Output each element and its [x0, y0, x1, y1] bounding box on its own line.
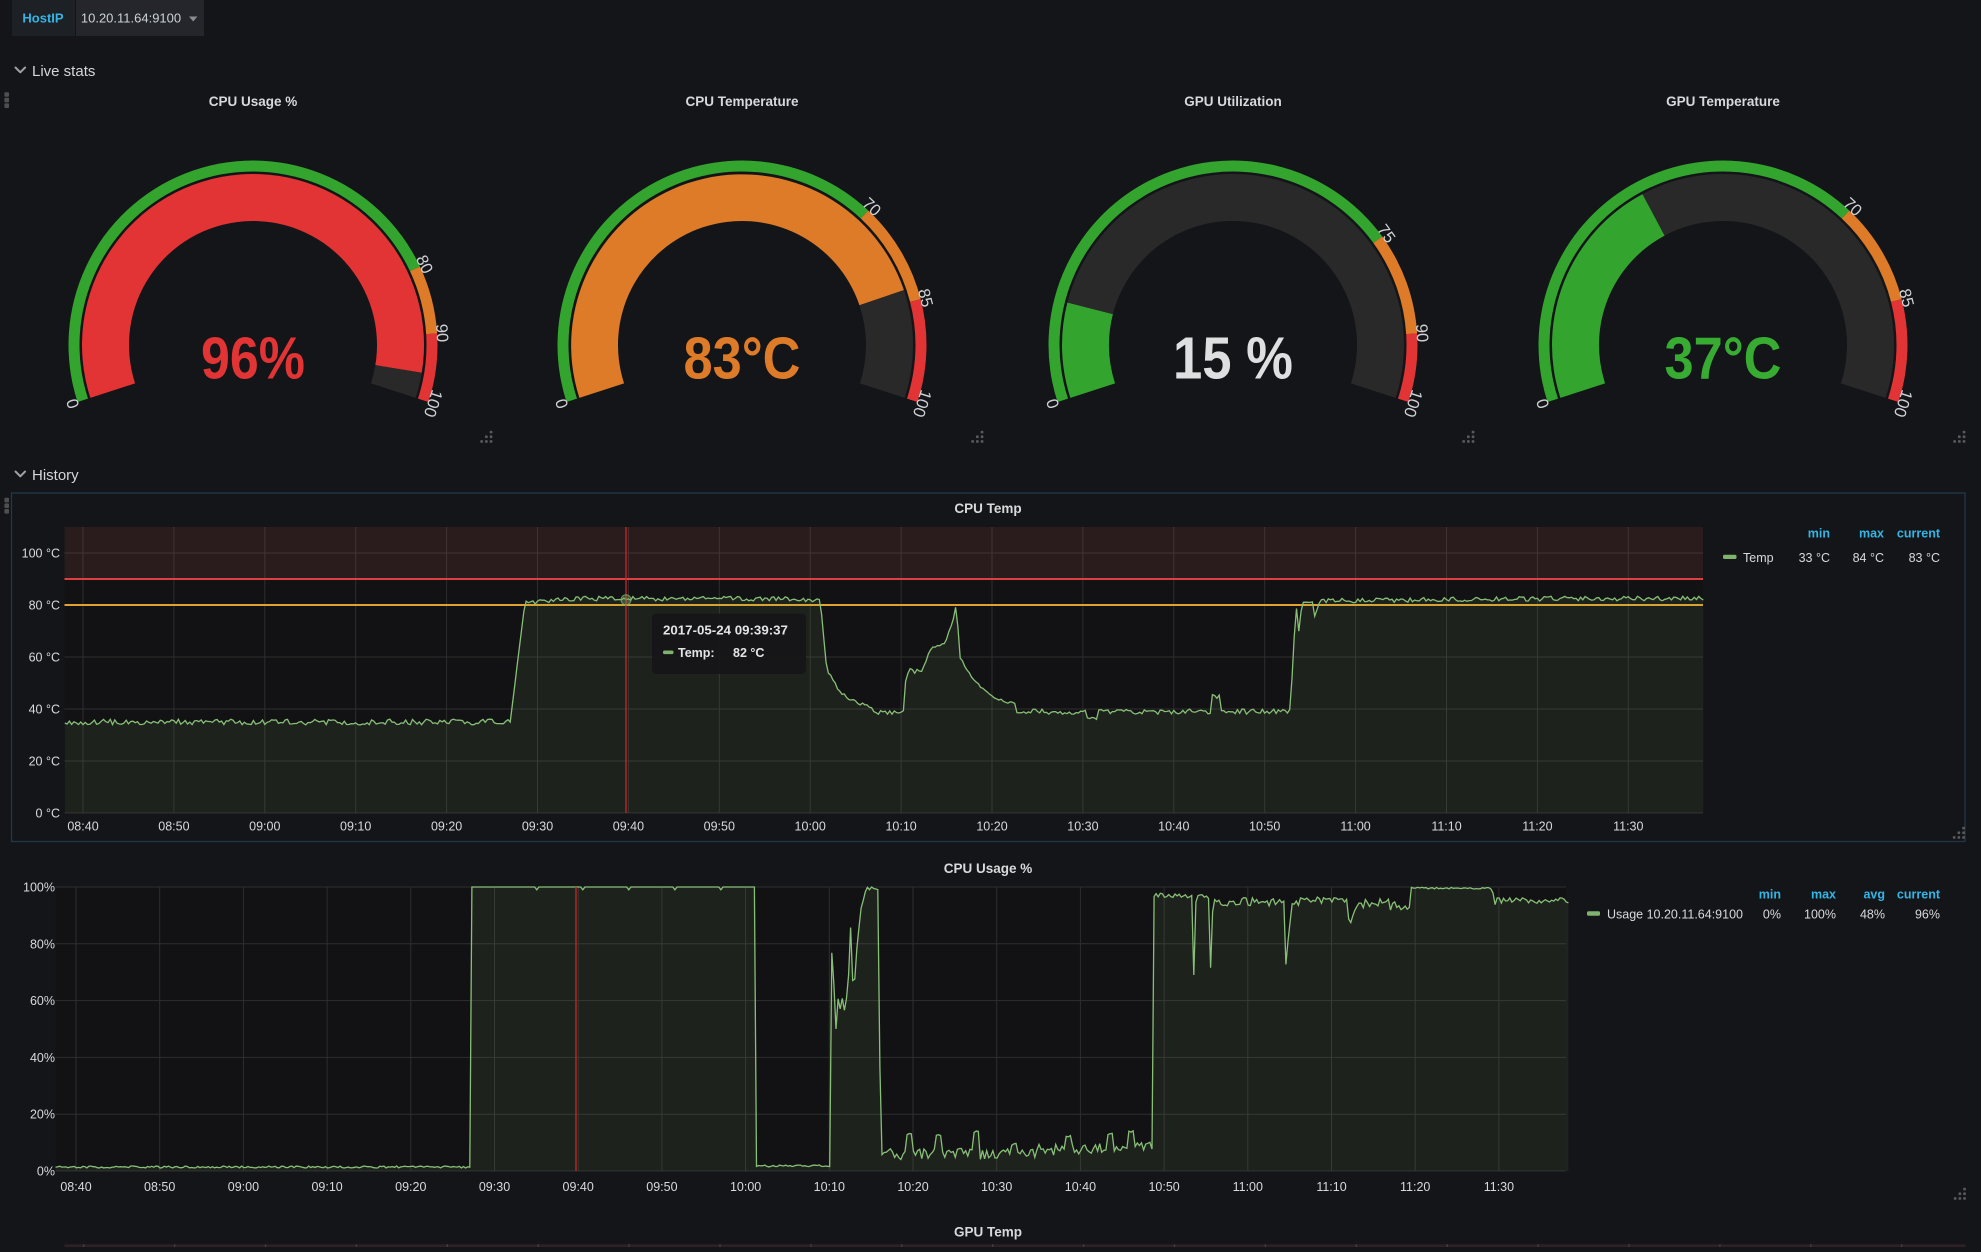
svg-text:09:30: 09:30 — [479, 1180, 510, 1194]
svg-text:20%: 20% — [30, 1108, 55, 1122]
svg-text:90: 90 — [432, 323, 451, 342]
svg-text:CPU Temperature: CPU Temperature — [685, 94, 799, 109]
svg-text:85: 85 — [914, 287, 936, 309]
svg-text:Live stats: Live stats — [32, 63, 95, 80]
svg-text:current: current — [1897, 527, 1941, 541]
svg-text:11:30: 11:30 — [1613, 820, 1643, 834]
svg-text:10:40: 10:40 — [1158, 820, 1189, 834]
svg-text:08:50: 08:50 — [144, 1180, 175, 1194]
svg-text:80%: 80% — [30, 937, 55, 951]
svg-text:96%: 96% — [1915, 908, 1940, 922]
svg-text:85: 85 — [1895, 287, 1917, 309]
svg-text:11:10: 11:10 — [1431, 820, 1461, 834]
svg-text:60%: 60% — [30, 994, 55, 1008]
svg-text:40%: 40% — [30, 1051, 55, 1065]
svg-text:11:00: 11:00 — [1340, 820, 1370, 834]
svg-text:10:10: 10:10 — [814, 1180, 845, 1194]
svg-text:09:20: 09:20 — [431, 820, 462, 834]
svg-text:37°C: 37°C — [1665, 325, 1782, 392]
svg-text:11:10: 11:10 — [1316, 1180, 1346, 1194]
svg-text:48%: 48% — [1860, 908, 1885, 922]
svg-text:avg: avg — [1863, 888, 1885, 902]
svg-text:09:50: 09:50 — [646, 1180, 677, 1194]
svg-text:100%: 100% — [23, 881, 55, 895]
svg-text:CPU Usage %: CPU Usage % — [209, 94, 298, 109]
svg-text:09:20: 09:20 — [395, 1180, 426, 1194]
svg-text:10:30: 10:30 — [1067, 820, 1098, 834]
svg-text:96%: 96% — [201, 325, 305, 392]
svg-text:90: 90 — [1412, 323, 1431, 342]
svg-text:40 °C: 40 °C — [29, 703, 60, 717]
svg-text:33 °C: 33 °C — [1799, 551, 1830, 565]
svg-text:11:30: 11:30 — [1484, 1180, 1514, 1194]
svg-text:08:50: 08:50 — [158, 820, 189, 834]
svg-text:82 °C: 82 °C — [733, 646, 764, 660]
svg-text:20 °C: 20 °C — [29, 755, 60, 769]
svg-text:10:10: 10:10 — [885, 820, 916, 834]
svg-text:10:30: 10:30 — [981, 1180, 1012, 1194]
svg-text:84 °C: 84 °C — [1853, 551, 1884, 565]
svg-text:08:40: 08:40 — [67, 820, 98, 834]
svg-text:0%: 0% — [1763, 908, 1781, 922]
svg-text:Temp:: Temp: — [678, 646, 715, 660]
svg-text:HostIP: HostIP — [22, 11, 64, 26]
svg-text:15 %: 15 % — [1173, 325, 1293, 392]
svg-text:10:40: 10:40 — [1065, 1180, 1096, 1194]
svg-text:max: max — [1811, 888, 1836, 902]
svg-text:100 °C: 100 °C — [22, 547, 60, 561]
svg-text:0 °C: 0 °C — [36, 807, 60, 821]
svg-text:max: max — [1859, 527, 1884, 541]
svg-text:History: History — [32, 467, 79, 484]
svg-text:10:00: 10:00 — [795, 820, 826, 834]
svg-text:08:40: 08:40 — [60, 1180, 91, 1194]
svg-text:2017-05-24 09:39:37: 2017-05-24 09:39:37 — [663, 623, 788, 638]
svg-text:GPU Temperature: GPU Temperature — [1666, 94, 1780, 109]
svg-text:10:20: 10:20 — [897, 1180, 928, 1194]
svg-text:10:50: 10:50 — [1148, 1180, 1179, 1194]
svg-text:11:20: 11:20 — [1522, 820, 1552, 834]
svg-text:GPU Utilization: GPU Utilization — [1184, 94, 1282, 109]
svg-text:83°C: 83°C — [684, 325, 801, 392]
svg-text:10:00: 10:00 — [730, 1180, 761, 1194]
svg-text:60 °C: 60 °C — [29, 651, 60, 665]
svg-text:current: current — [1897, 888, 1941, 902]
svg-text:10:50: 10:50 — [1249, 820, 1280, 834]
svg-text:09:10: 09:10 — [311, 1180, 342, 1194]
svg-text:Temp: Temp — [1743, 551, 1774, 565]
svg-text:CPU Temp: CPU Temp — [954, 501, 1021, 516]
svg-text:09:50: 09:50 — [704, 820, 735, 834]
svg-text:10:20: 10:20 — [976, 820, 1007, 834]
svg-text:CPU Usage %: CPU Usage % — [944, 861, 1033, 876]
svg-text:09:30: 09:30 — [522, 820, 553, 834]
svg-text:09:00: 09:00 — [249, 820, 280, 834]
svg-text:min: min — [1808, 527, 1830, 541]
svg-text:100%: 100% — [1804, 908, 1836, 922]
svg-text:10.20.11.64:9100: 10.20.11.64:9100 — [81, 11, 181, 26]
svg-text:09:40: 09:40 — [613, 820, 644, 834]
svg-text:GPU Temp: GPU Temp — [954, 1225, 1022, 1240]
svg-text:80 °C: 80 °C — [29, 599, 60, 613]
svg-text:0%: 0% — [37, 1165, 55, 1179]
svg-text:11:00: 11:00 — [1233, 1180, 1263, 1194]
svg-text:Usage 10.20.11.64:9100: Usage 10.20.11.64:9100 — [1607, 908, 1743, 922]
svg-text:09:00: 09:00 — [228, 1180, 259, 1194]
svg-text:09:40: 09:40 — [563, 1180, 594, 1194]
svg-text:83 °C: 83 °C — [1909, 551, 1940, 565]
svg-text:min: min — [1759, 888, 1781, 902]
svg-text:11:20: 11:20 — [1400, 1180, 1430, 1194]
svg-text:09:10: 09:10 — [340, 820, 371, 834]
